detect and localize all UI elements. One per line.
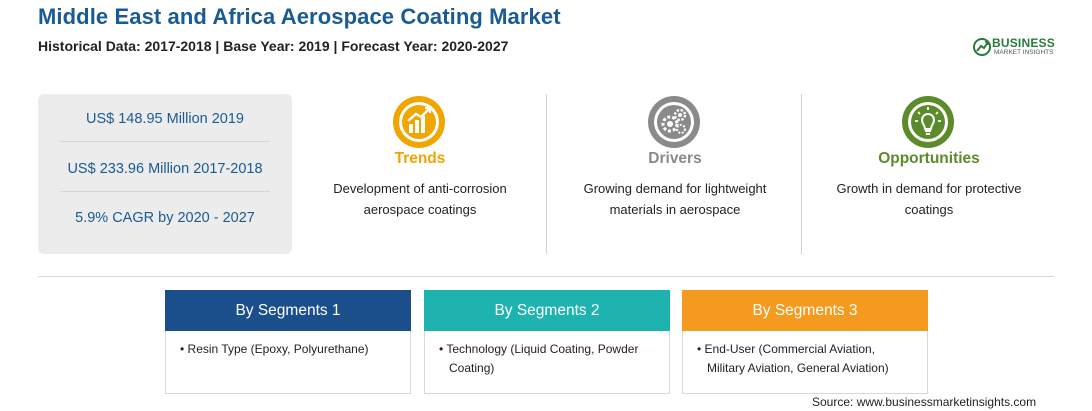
feature-desc-line: aerospace coatings	[363, 202, 477, 217]
globe-logo-icon	[973, 38, 991, 56]
column-divider	[546, 94, 547, 254]
segment-item: • Technology (Liquid Coating, Powder	[439, 342, 639, 356]
feature-desc-line: coatings	[904, 202, 954, 217]
segment-heading: By Segments 1	[165, 290, 411, 331]
stat-divider	[60, 141, 270, 142]
gears-icon	[648, 96, 700, 148]
segment-body: • End-User (Commercial Aviation, Militar…	[697, 340, 919, 378]
source-credit: Source: www.businessmarketinsights.com	[812, 395, 1037, 409]
trend-chart-icon	[393, 96, 445, 148]
logo-tagline: MARKET INSIGHTS	[994, 49, 1054, 56]
logo-wordmark: BUSINESS	[992, 36, 1055, 50]
segment-item: • Resin Type (Epoxy, Polyurethane)	[180, 342, 369, 356]
stat-cagr: 5.9% CAGR by 2020 - 2027	[75, 210, 255, 226]
feature-desc-line: Growing demand for lightweight	[583, 181, 767, 196]
segment-item: • End-User (Commercial Aviation,	[697, 342, 876, 356]
company-logo: BUSINESS MARKET INSIGHTS	[972, 35, 1062, 61]
segment-body: • Resin Type (Epoxy, Polyurethane)	[180, 340, 402, 359]
feature-desc-line: materials in aerospace	[609, 202, 741, 217]
segment-card-2: By Segments 2 • Technology (Liquid Coati…	[424, 290, 670, 394]
stat-divider	[60, 191, 270, 192]
segment-item-cont: Coating)	[449, 361, 495, 375]
segment-heading: By Segments 2	[424, 290, 670, 331]
page-title: Middle East and Africa Aerospace Coating…	[38, 4, 561, 29]
column-divider	[801, 94, 802, 254]
stat-market-value-historical: US$ 233.96 Million 2017-2018	[67, 161, 263, 177]
feature-title-drivers: Drivers	[648, 150, 702, 167]
market-stats-panel: US$ 148.95 Million 2019 US$ 233.96 Milli…	[38, 94, 292, 254]
page-subtitle: Historical Data: 2017-2018 | Base Year: …	[38, 38, 509, 54]
feature-desc-drivers: Growing demand for lightweight materials…	[560, 178, 790, 220]
feature-desc-trends: Development of anti-corrosion aerospace …	[305, 178, 535, 220]
segment-card-1: By Segments 1 • Resin Type (Epoxy, Polyu…	[165, 290, 411, 394]
lightbulb-icon	[902, 96, 954, 148]
feature-desc-opportunities: Growth in demand for protective coatings	[814, 178, 1044, 220]
feature-desc-line: Growth in demand for protective	[836, 181, 1022, 196]
segment-card-3: By Segments 3 • End-User (Commercial Avi…	[682, 290, 928, 394]
segment-item-cont: Military Aviation, General Aviation)	[707, 361, 889, 375]
feature-title-opportunities: Opportunities	[878, 150, 980, 167]
stat-market-value-2019: US$ 148.95 Million 2019	[86, 111, 244, 127]
feature-desc-line: Development of anti-corrosion	[333, 181, 507, 196]
feature-title-trends: Trends	[394, 150, 446, 167]
segment-body: • Technology (Liquid Coating, Powder Coa…	[439, 340, 661, 378]
segment-heading: By Segments 3	[682, 290, 928, 331]
section-divider	[38, 276, 1054, 277]
